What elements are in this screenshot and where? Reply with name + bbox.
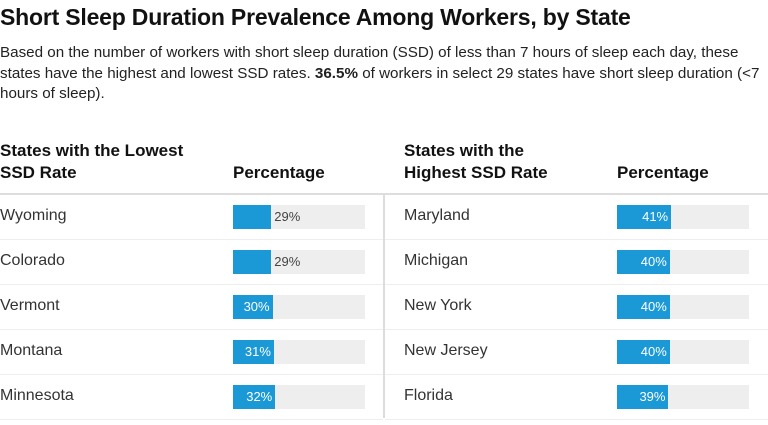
bar [233, 385, 276, 409]
state-name: Vermont [0, 297, 60, 314]
state-name: Florida [404, 387, 453, 404]
bar-value-label: 31% [244, 344, 271, 359]
bar [617, 205, 672, 229]
table-row: Maryland 41% [385, 195, 768, 240]
table-row: New Jersey 40% [385, 330, 768, 375]
bar-track: 30% [233, 295, 365, 319]
table-row: New York 40% [385, 285, 768, 330]
table-row: Minnesota 32% [0, 375, 383, 420]
chart-title: Short Sleep Duration Prevalence Among Wo… [0, 4, 631, 30]
bar-track: 40% [617, 295, 749, 319]
state-name: New Jersey [404, 342, 488, 359]
bar [617, 340, 670, 364]
subtitle-text-end: of workers in select 29 states have shor… [0, 64, 760, 103]
bar-value-label: 29% [274, 209, 301, 224]
header-divider [0, 193, 768, 195]
state-name: New York [404, 297, 472, 314]
state-name: Maryland [404, 207, 470, 224]
chart-subtitle: Based on the number of workers with shor… [0, 43, 766, 105]
bar-value-label: 30% [243, 299, 270, 314]
bar-track: 29% [233, 250, 365, 274]
bar-track: 29% [233, 205, 365, 229]
table-row: Florida 39% [385, 375, 768, 420]
bar-value-label: 41% [642, 209, 669, 224]
header-highest-percentage: Percentage [617, 163, 709, 182]
bar [233, 250, 272, 274]
table-row: Michigan 40% [385, 240, 768, 285]
state-name: Colorado [0, 252, 65, 269]
state-name: Michigan [404, 252, 469, 269]
bar-track: 32% [233, 385, 365, 409]
bar-value-label: 29% [274, 254, 301, 269]
bar [617, 295, 670, 319]
bar-track: 39% [617, 385, 749, 409]
bar-value-label: 32% [246, 389, 273, 404]
header-lowest-state: States with the Lowest SSD Rate [0, 141, 184, 182]
bar-track: 40% [617, 250, 749, 274]
subtitle-text: Based on the number of workers with shor… [0, 44, 739, 82]
bar [617, 385, 669, 409]
bar-track: 40% [617, 340, 749, 364]
bar [233, 205, 272, 229]
state-name: Montana [0, 342, 63, 359]
bar [617, 250, 670, 274]
table-row: Montana 31% [0, 330, 383, 375]
state-name: Minnesota [0, 387, 74, 404]
state-name: Wyoming [0, 207, 67, 224]
bar-value-label: 40% [640, 254, 667, 269]
subtitle-highlight: 36.5% [314, 64, 358, 82]
bar [233, 295, 273, 319]
header-highest-state: States with the Highest SSD Rate [404, 141, 548, 182]
column-divider [383, 195, 385, 418]
bar-value-label: 40% [640, 344, 667, 359]
bar-track: 41% [617, 205, 749, 229]
table-row: Wyoming 29% [0, 195, 383, 240]
table-row: Vermont 30% [0, 285, 383, 330]
table-row: Colorado 29% [0, 240, 383, 285]
bar-value-label: 39% [639, 389, 666, 404]
header-lowest-percentage: Percentage [233, 163, 325, 182]
bar-value-label: 40% [640, 299, 667, 314]
bar-track: 31% [233, 340, 365, 364]
bar [233, 340, 274, 364]
